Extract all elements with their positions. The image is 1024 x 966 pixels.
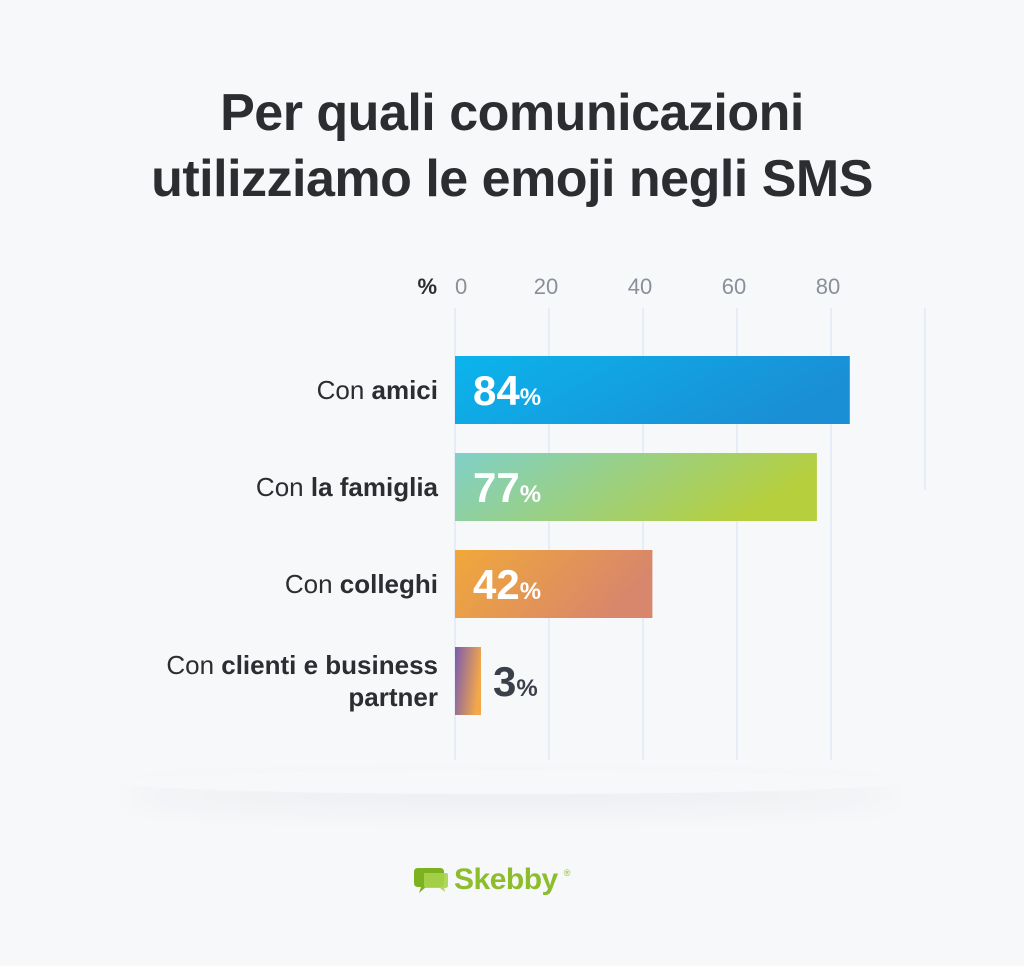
x-tick-label: 60 — [722, 274, 746, 299]
chart-title-line-1: Per quali comunicazioni — [220, 84, 804, 142]
axis-unit-label: % — [417, 274, 437, 299]
bar — [455, 453, 817, 521]
bar — [455, 647, 481, 715]
bar-value-label: 84% — [473, 367, 541, 414]
category-label: Con clienti e business partner — [166, 650, 438, 712]
category-label: Con la famiglia — [255, 472, 438, 502]
bar-value-label: 3% — [493, 658, 538, 705]
bar-value-label: 77% — [473, 464, 541, 511]
x-tick-label: 0 — [455, 274, 467, 299]
bar — [455, 356, 850, 424]
chart-title-line-2: utilizziamo le emoji negli SMS — [151, 150, 873, 208]
x-tick-label: 20 — [534, 274, 558, 299]
category-label: Con colleghi — [284, 569, 438, 599]
x-tick-label: 40 — [628, 274, 652, 299]
logo-registered-mark: ® — [563, 868, 571, 878]
x-tick-label: 80 — [816, 274, 840, 299]
logo-text: Skebby — [454, 863, 558, 896]
bar-value-label: 42% — [473, 561, 541, 608]
speech-bubble-icon — [414, 868, 448, 893]
chart-title: Per quali comunicazioni utilizziamo le e… — [0, 80, 1024, 212]
category-label: Con amici — [316, 375, 438, 405]
skebby-logo: Skebby ® — [414, 862, 570, 898]
bar — [455, 550, 653, 618]
